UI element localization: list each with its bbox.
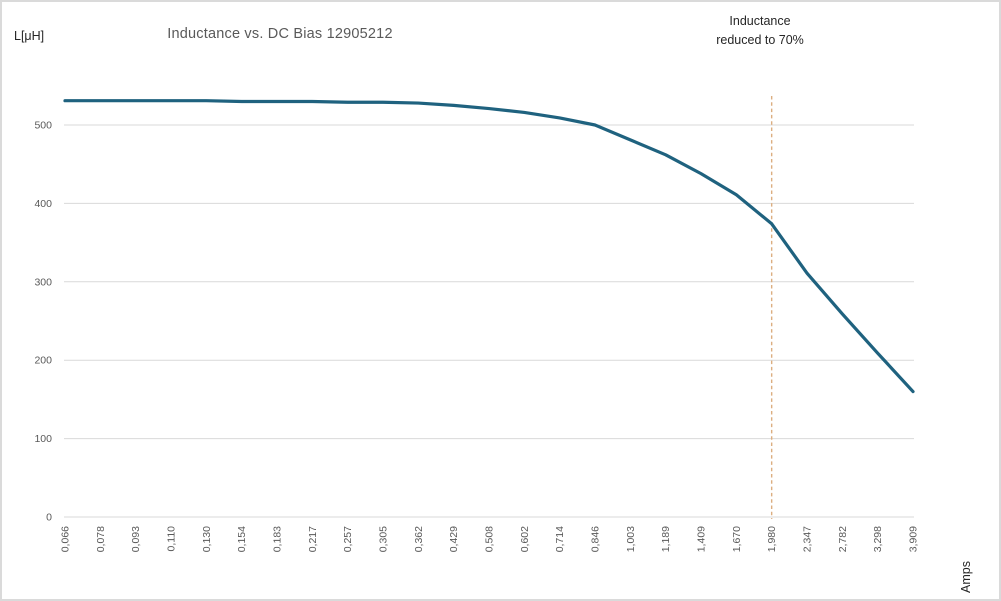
x-tick-label: 0,305 — [378, 526, 390, 552]
x-tick-label: 0,183 — [272, 526, 284, 552]
x-tick-label: 1,670 — [731, 526, 743, 552]
x-tick-label: 0,508 — [484, 526, 496, 552]
x-tick-label: 0,217 — [307, 526, 319, 552]
x-tick-label: 0,362 — [413, 526, 425, 552]
x-tick-label: 0,257 — [342, 526, 354, 552]
annotation-text: Inductance reduced to 70% — [716, 14, 804, 47]
x-tick-label: 2,782 — [837, 526, 849, 552]
y-tick-label: 400 — [34, 198, 52, 210]
x-tick-label: 0,066 — [60, 526, 72, 552]
x-tick-label: 0,130 — [201, 526, 213, 552]
x-tick-label: 0,078 — [95, 526, 107, 552]
chart-title: Inductance vs. DC Bias 12905212 — [167, 26, 393, 42]
x-tick-label: 0,093 — [130, 526, 142, 552]
x-tick-label: 3,909 — [908, 526, 920, 552]
y-axis-unit-label: L[μH] — [14, 29, 45, 43]
x-tick-label: 1,189 — [660, 526, 672, 552]
x-tick-label: 0,602 — [519, 526, 531, 552]
x-tick-label: 1,409 — [696, 526, 708, 552]
x-axis-unit-label: Amps — [959, 561, 973, 593]
y-tick-label: 100 — [34, 433, 52, 445]
series-line-inductance — [63, 99, 915, 394]
x-tick-label: 1,003 — [625, 526, 637, 552]
y-tick-label: 500 — [34, 120, 52, 132]
x-tick-label: 2,347 — [802, 526, 814, 552]
x-tick-label: 0,846 — [590, 526, 602, 552]
x-tick-label: 0,714 — [554, 526, 566, 552]
y-tick-label: 0 — [46, 512, 52, 524]
y-tick-label: 300 — [34, 276, 52, 288]
x-tick-label: 3,298 — [872, 526, 884, 552]
y-tick-label: 200 — [34, 355, 52, 367]
x-tick-label: 0,110 — [166, 526, 178, 552]
x-tick-label: 0,429 — [448, 526, 460, 552]
x-tick-label: 1,980 — [766, 526, 778, 552]
x-tick-label: 0,154 — [236, 526, 248, 552]
